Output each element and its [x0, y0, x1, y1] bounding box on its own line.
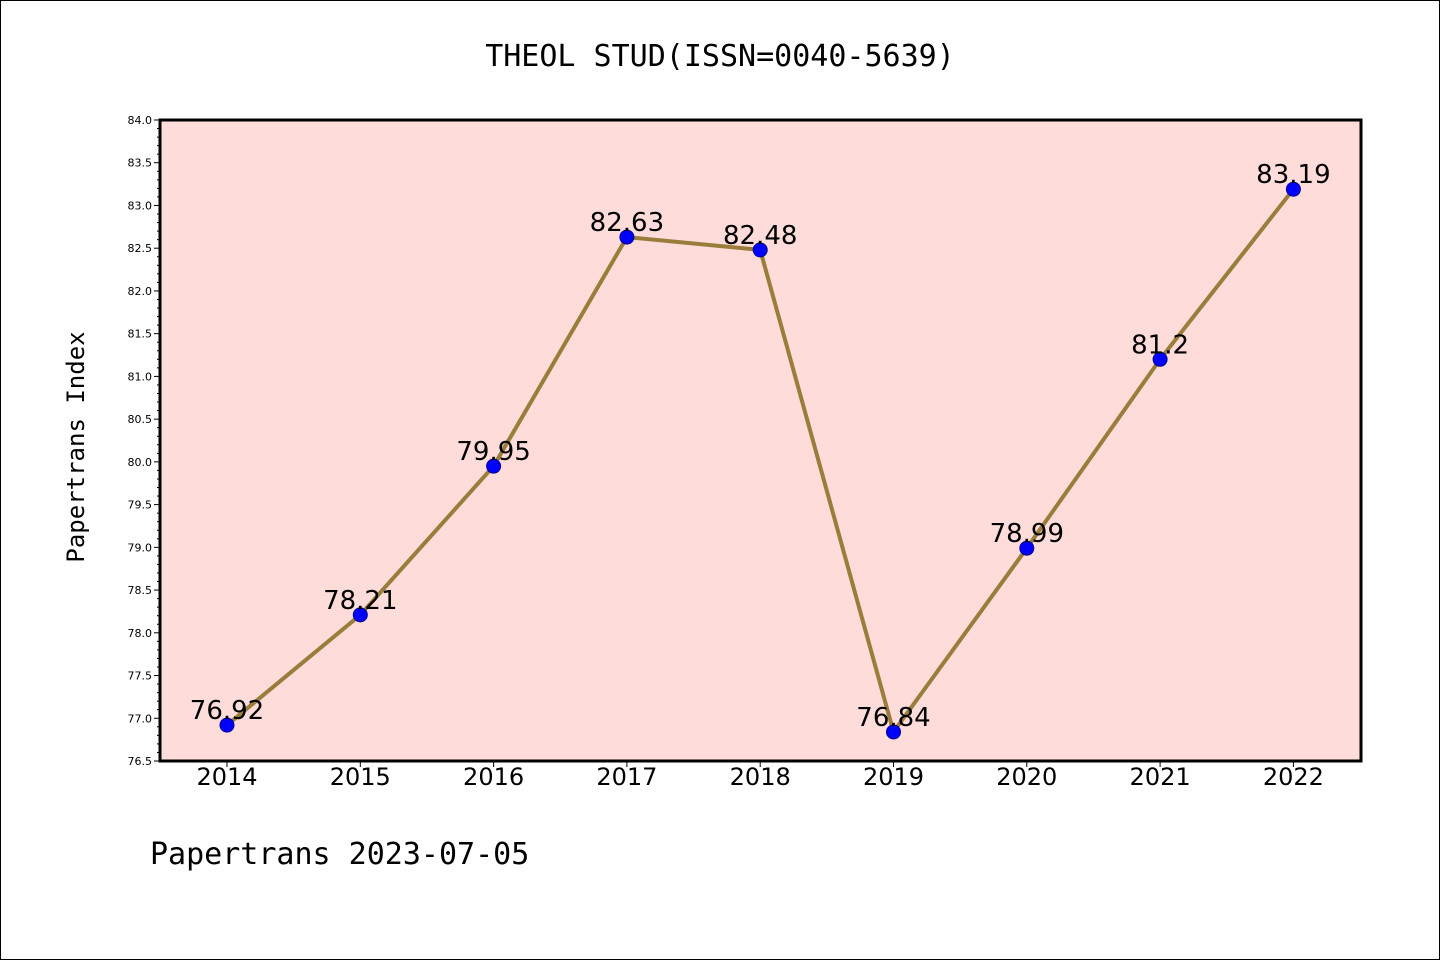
- data-point: [486, 458, 502, 474]
- data-point: [1285, 181, 1301, 197]
- x-tick-label: 2022: [1263, 763, 1324, 791]
- data-label: 76.84: [856, 703, 930, 733]
- y-tick-label: 81.0: [128, 370, 153, 383]
- data-label: 81.2: [1131, 330, 1189, 360]
- x-axis: 2014 2015 2016 2017 2018 2019 2020 2021 2022: [196, 761, 1324, 791]
- x-tick-label: 2015: [330, 763, 391, 791]
- x-tick-label: 2017: [596, 763, 657, 791]
- y-tick-label: 82.0: [128, 285, 153, 298]
- y-tick-label: 79.5: [128, 499, 153, 512]
- y-tick-label: 76.5: [128, 755, 153, 768]
- y-tick-label: 78.0: [128, 627, 153, 640]
- y-tick-label: 77.5: [128, 670, 153, 683]
- footer-text: Papertrans 2023-07-05: [150, 837, 529, 872]
- data-point: [1152, 351, 1168, 367]
- y-tick-label: 82.5: [128, 242, 153, 255]
- y-tick-label: 80.5: [128, 413, 153, 426]
- data-label: 83.19: [1256, 160, 1330, 190]
- data-label: 82.63: [590, 208, 664, 238]
- data-point: [1019, 540, 1035, 556]
- data-label: 79.95: [456, 437, 530, 467]
- y-axis: 76.5 77.0 77.5 78.0 78.5 79.0 79.5 80.0 80.5 81.0…: [128, 114, 160, 768]
- y-tick-label: 83.5: [128, 157, 153, 170]
- data-point: [619, 229, 635, 245]
- x-tick-label: 2016: [463, 763, 524, 791]
- data-point: [752, 242, 768, 258]
- y-tick-label: 83.0: [128, 199, 153, 212]
- data-point: [886, 724, 901, 740]
- x-tick-label: 2020: [996, 763, 1057, 791]
- x-tick-label: 2018: [730, 763, 791, 791]
- x-tick-label: 2019: [863, 763, 924, 791]
- data-point: [352, 607, 368, 623]
- chart-title: THEOL STUD(ISSN=0040-5639): [485, 39, 955, 74]
- data-label: 78.99: [990, 519, 1064, 549]
- data-point: [219, 717, 235, 733]
- x-tick-label: 2021: [1130, 763, 1191, 791]
- y-tick-label: 84.0: [128, 114, 153, 127]
- y-tick-label: 80.0: [128, 456, 153, 469]
- y-tick-label: 81.5: [128, 328, 153, 341]
- series-markers: [219, 181, 1301, 740]
- data-label: 76.92: [190, 696, 264, 726]
- data-labels: 76.92 78.21 79.95 82.63 82.48 76.84 78.99 81.2 8…: [190, 160, 1331, 733]
- x-tick-label: 2014: [196, 763, 257, 791]
- data-label: 78.21: [323, 586, 397, 616]
- plot-area: [158, 118, 1363, 763]
- data-label: 82.48: [723, 221, 797, 251]
- y-tick-label: 77.0: [128, 712, 153, 725]
- y-tick-label: 78.5: [128, 584, 153, 597]
- y-tick-label: 79.0: [128, 541, 153, 554]
- y-axis-label: Papertrans Index: [62, 331, 90, 562]
